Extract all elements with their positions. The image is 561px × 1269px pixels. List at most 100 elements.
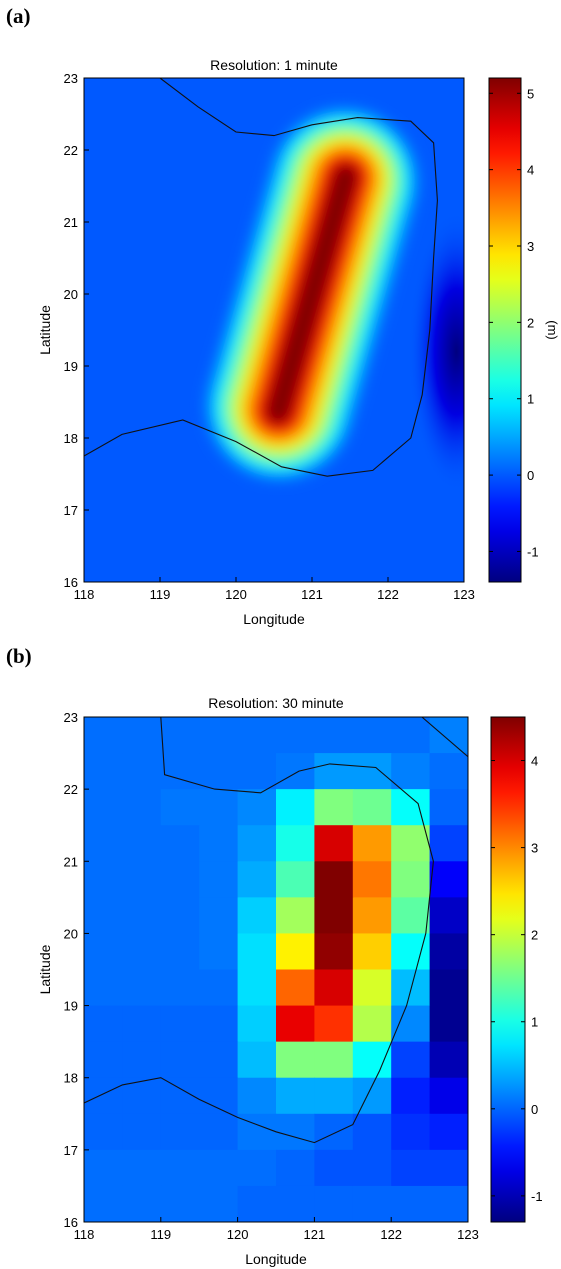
- heatmap-cell: [276, 1185, 315, 1222]
- zero-contour-line: [84, 78, 438, 477]
- heatmap-cell: [84, 1005, 123, 1043]
- heatmap-cell: [429, 1113, 468, 1151]
- heatmap-cell: [160, 789, 200, 826]
- heatmap-cell: [84, 933, 123, 971]
- heatmap-cell: [276, 969, 315, 1007]
- plot-frame: [83, 716, 469, 1223]
- heatmap-cell: [84, 825, 123, 862]
- heatmap-cell: [276, 1041, 315, 1079]
- colorbar-tick-label: 0: [531, 1102, 538, 1117]
- heatmap-cell: [199, 861, 239, 898]
- x-tick-label: 123: [457, 1227, 479, 1242]
- heatmap-cell: [84, 969, 123, 1007]
- x-tick-label: 122: [380, 1227, 402, 1242]
- heatmap-cell: [314, 717, 354, 754]
- heatmap-cell: [160, 969, 200, 1007]
- y-tick-label: 23: [64, 71, 78, 86]
- heatmap-cell: [391, 717, 431, 754]
- x-tick-label: 121: [304, 1227, 326, 1242]
- heatmap-cell: [199, 753, 239, 790]
- heatmap-cell: [237, 1005, 277, 1043]
- heatmap-cell: [391, 1149, 431, 1187]
- y-tick-label: 22: [64, 782, 78, 797]
- heatmap-cell: [352, 825, 392, 862]
- heatmap-cell: [314, 933, 354, 971]
- heatmap-cell: [429, 825, 468, 862]
- heatmap-cell: [199, 1113, 239, 1151]
- heatmap-cell: [199, 717, 239, 754]
- heatmap-cell: [160, 1185, 200, 1222]
- heatmap-cell: [352, 1185, 392, 1222]
- heatmap-cell: [122, 825, 162, 862]
- heatmap-cell: [199, 897, 239, 935]
- plot-area-2: [84, 717, 468, 1222]
- heatmap-cell: [84, 1113, 123, 1151]
- zero-contour-line: [84, 717, 434, 1144]
- heatmap-cell: [237, 897, 277, 935]
- heatmap-cell: [391, 1185, 431, 1222]
- x-tick-label: 123: [453, 587, 475, 602]
- heatmap-cell: [391, 861, 431, 898]
- heatmap-cell: [122, 1077, 162, 1115]
- colorbar-tick-label: 2: [527, 315, 534, 330]
- heatmap-cell: [391, 753, 431, 790]
- heatmap-cell: [429, 1041, 468, 1079]
- x-axis-label: Longitude: [243, 611, 305, 627]
- colorbar-tick-label: -1: [527, 544, 539, 559]
- heatmap-cell: [199, 1149, 239, 1187]
- y-tick-label: 22: [64, 143, 78, 158]
- heatmap-cell: [84, 897, 123, 935]
- heatmap-cell: [352, 1005, 392, 1043]
- heatmap-cell: [160, 1149, 200, 1187]
- heatmap-cell: [84, 861, 123, 898]
- heatmap-cell: [84, 753, 123, 790]
- y-tick-label: 16: [64, 575, 78, 590]
- heatmap-cell: [237, 861, 277, 898]
- colorbar-tick-label: 5: [527, 86, 534, 101]
- y-tick-label: 17: [64, 503, 78, 518]
- y-tick-label: 20: [64, 926, 78, 941]
- heatmap-cell: [237, 753, 277, 790]
- x-tick-label: 118: [74, 587, 95, 602]
- heatmap-cell: [237, 825, 277, 862]
- colorbar-label: (m): [545, 320, 560, 340]
- x-tick-label: 118: [74, 1227, 95, 1242]
- heatmap-cell: [160, 1041, 200, 1079]
- heatmap-cell: [352, 897, 392, 935]
- colorbar-tick-label: 2: [531, 928, 538, 943]
- x-tick-label: 120: [227, 1227, 249, 1242]
- heatmap-cell: [160, 897, 200, 935]
- heatmap-cell: [237, 933, 277, 971]
- zero-contour-line: [421, 717, 468, 758]
- y-tick-label: 23: [64, 710, 78, 725]
- heatmap-cell: [352, 1077, 392, 1115]
- heatmap-cell: [429, 1149, 468, 1187]
- x-tick-label: 119: [150, 1227, 171, 1242]
- heatmap-cell: [352, 969, 392, 1007]
- heatmap-cell: [391, 825, 431, 862]
- heatmap-cell: [314, 753, 354, 790]
- peak-band: [266, 164, 358, 424]
- colorbar-tick-label: 4: [527, 163, 534, 178]
- heatmap-cell: [122, 1149, 162, 1187]
- y-tick-label: 19: [64, 359, 78, 374]
- heatmap-cell: [122, 1005, 162, 1043]
- heatmap-cell: [160, 717, 200, 754]
- colorbar-tick-label: 0: [527, 468, 534, 483]
- x-axis-label: Longitude: [245, 1251, 307, 1267]
- y-axis-label: Latitude: [37, 944, 53, 994]
- heatmap-cell: [314, 789, 354, 826]
- heatmap-cell: [276, 717, 315, 754]
- y-axis-label: Latitude: [37, 305, 53, 355]
- colorbar-tick-label: 3: [531, 841, 538, 856]
- heatmap-cell: [352, 1041, 392, 1079]
- heatmap-cell: [84, 717, 123, 754]
- heatmap-cell: [237, 789, 277, 826]
- heatmap-cell: [237, 1185, 277, 1222]
- heatmap-cell: [237, 969, 277, 1007]
- heatmap-cell: [276, 1005, 315, 1043]
- heatmap-cell: [352, 933, 392, 971]
- heatmap-cell: [429, 969, 468, 1007]
- heatmap-cell: [352, 1149, 392, 1187]
- heatmap-cell: [199, 1041, 239, 1079]
